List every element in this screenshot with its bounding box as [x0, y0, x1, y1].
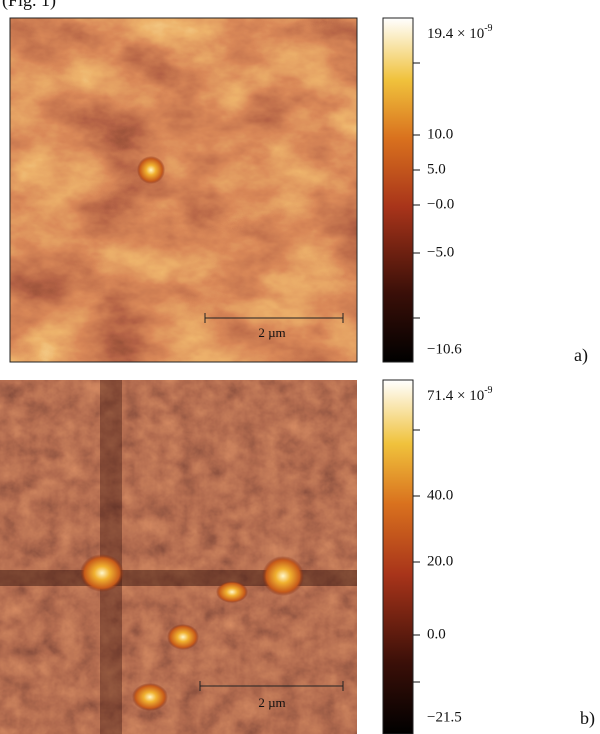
feature — [137, 156, 165, 184]
colorbar-min: −10.6 — [427, 341, 462, 357]
colorbar-tick-label: 0.0 — [427, 626, 446, 642]
feature — [262, 556, 304, 596]
feature — [80, 554, 124, 592]
panel-label: a) — [574, 345, 588, 366]
feature — [167, 624, 199, 650]
afm-image — [0, 380, 357, 734]
exponent: -9 — [484, 385, 492, 396]
colorbar-tick-label: −5.0 — [427, 244, 454, 260]
colorbar-min: −21.5 — [427, 709, 462, 725]
feature — [132, 683, 168, 711]
colorbar-max: 19.4 × 10-9 — [427, 23, 493, 42]
colorbar-tick-label: 40.0 — [427, 487, 453, 503]
afm-texture — [0, 380, 357, 734]
colorbar-tick-label: 5.0 — [427, 161, 446, 177]
panel-label: b) — [580, 708, 595, 729]
feature — [216, 581, 248, 603]
panel-a: 2 µm 19.4 × 10-9 10.0 5.0 −0.0 −5.0 −10.… — [10, 18, 588, 366]
figure: (Fig. 1) 2 µm 19.4 × 10-9 10.0 5.0 −0.0 … — [0, 0, 600, 734]
colorbar — [383, 18, 413, 362]
colorbar-tick-label: −0.0 — [427, 196, 454, 212]
mantissa: 19.4 × 10 — [427, 26, 484, 42]
panel-b: 2 µm 71.4 × 10-9 40.0 20.0 0.0 −21.5 b) — [0, 380, 595, 734]
mantissa: 71.4 × 10 — [427, 388, 484, 404]
colorbar — [383, 380, 413, 734]
colorbar-tick-label: 10.0 — [427, 126, 453, 142]
colorbar-tick-label: 20.0 — [427, 553, 453, 569]
scale-bar-label: 2 µm — [258, 695, 285, 710]
caption: (Fig. 1) — [2, 0, 56, 11]
colorbar-max: 71.4 × 10-9 — [427, 385, 493, 404]
scale-bar-label: 2 µm — [258, 325, 285, 340]
afm-image — [10, 18, 357, 362]
exponent: -9 — [484, 23, 492, 34]
page: {"caption": "(Fig. 1)", "panels": [ {"la… — [0, 0, 600, 734]
